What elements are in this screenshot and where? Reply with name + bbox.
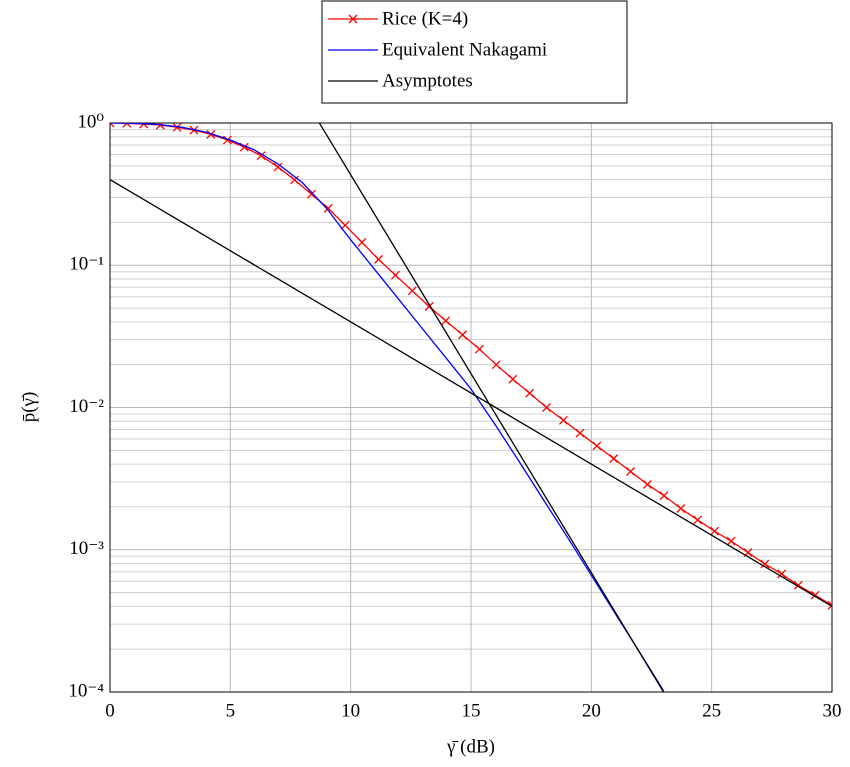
marker [290,175,300,185]
marker [827,600,832,610]
marker [626,467,636,476]
marker [474,344,484,354]
marker [340,220,350,230]
y-tick-label: 10⁰ [77,111,104,132]
marker [542,403,552,412]
marker [693,515,703,525]
series-line [110,123,665,692]
legend-label: Asymptotes [382,70,473,91]
marker [374,254,384,264]
y-tick-label: 10⁻¹ [69,254,104,275]
plot-frame [109,122,833,693]
marker [525,388,535,398]
legend-label: Rice (K=4) [382,8,468,29]
series-line [110,123,832,606]
x-tick-label: 0 [105,700,115,721]
marker [491,360,501,370]
x-tick-label: 10 [341,700,360,721]
marker [575,428,585,438]
y-tick-label: 10⁻² [69,396,104,417]
marker [508,374,518,384]
marker [726,536,736,546]
marker [777,569,787,579]
marker [357,237,367,247]
marker [760,559,770,569]
x-tick-label: 5 [226,700,236,721]
marker [306,189,316,199]
marker [407,286,417,296]
marker [458,330,468,340]
marker [441,316,451,326]
marker [676,504,686,513]
x-tick-label: 15 [462,700,481,721]
series-line [110,123,832,692]
x-tick-label: 30 [823,700,842,721]
plot-area [110,123,832,692]
marker [710,526,720,536]
marker [642,479,652,489]
x-tick-label: 25 [702,700,721,721]
y-tick-label: 10⁻⁴ [68,680,104,701]
y-axis-label: p̄(γ̄) [18,392,39,423]
y-tick-label: 10⁻³ [69,538,104,559]
marker [390,270,400,280]
marker [609,454,619,464]
legend-marker [348,14,358,24]
marker [558,415,568,425]
marker [323,203,333,213]
marker [592,441,602,451]
marker [659,491,669,501]
x-axis-label: γ̄ (dB) [446,736,495,757]
marker [222,135,232,145]
legend-box [321,0,628,104]
x-tick-label: 20 [582,700,601,721]
marker [273,162,283,172]
legend-label: Equivalent Nakagami [382,39,547,60]
marker [110,123,115,128]
